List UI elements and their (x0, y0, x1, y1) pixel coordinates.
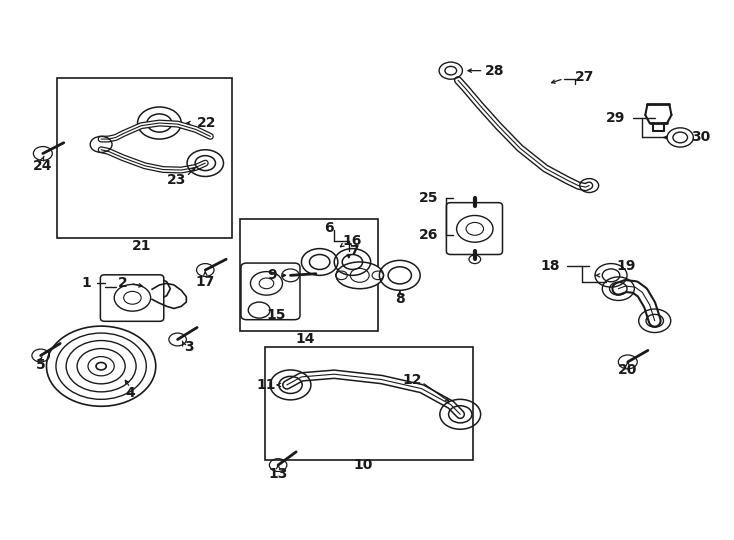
Text: 9: 9 (267, 268, 277, 282)
Text: 17: 17 (195, 275, 215, 289)
Text: 10: 10 (354, 458, 373, 472)
Text: 13: 13 (269, 467, 288, 481)
FancyBboxPatch shape (101, 275, 164, 321)
Text: 20: 20 (618, 363, 637, 377)
Text: 26: 26 (419, 228, 438, 242)
Text: 22: 22 (197, 116, 217, 130)
Text: 16: 16 (343, 234, 362, 248)
Text: 1: 1 (82, 276, 92, 291)
FancyBboxPatch shape (241, 263, 300, 320)
Bar (57, 78, 232, 238)
Bar (265, 348, 473, 460)
Text: 30: 30 (691, 131, 711, 145)
Text: 14: 14 (295, 333, 315, 347)
Text: 2: 2 (118, 276, 128, 291)
Text: 3: 3 (184, 341, 193, 354)
Text: 15: 15 (266, 308, 286, 322)
Text: 7: 7 (349, 244, 359, 258)
Text: 6: 6 (324, 221, 334, 235)
Text: 4: 4 (126, 386, 135, 400)
Polygon shape (152, 284, 186, 308)
Text: 21: 21 (131, 239, 151, 253)
Text: 23: 23 (167, 173, 186, 187)
FancyBboxPatch shape (446, 202, 503, 254)
Text: 28: 28 (484, 64, 504, 78)
Bar (239, 219, 378, 332)
Text: 25: 25 (419, 191, 438, 205)
Text: 27: 27 (575, 70, 594, 84)
Polygon shape (126, 278, 170, 299)
Text: 12: 12 (402, 373, 422, 387)
Text: 18: 18 (540, 259, 560, 273)
Text: 5: 5 (36, 358, 46, 372)
Text: 11: 11 (257, 378, 276, 392)
Ellipse shape (336, 262, 383, 289)
Text: 24: 24 (33, 159, 53, 173)
Text: 8: 8 (395, 292, 404, 306)
Text: 19: 19 (616, 259, 636, 273)
Text: 29: 29 (606, 111, 625, 125)
